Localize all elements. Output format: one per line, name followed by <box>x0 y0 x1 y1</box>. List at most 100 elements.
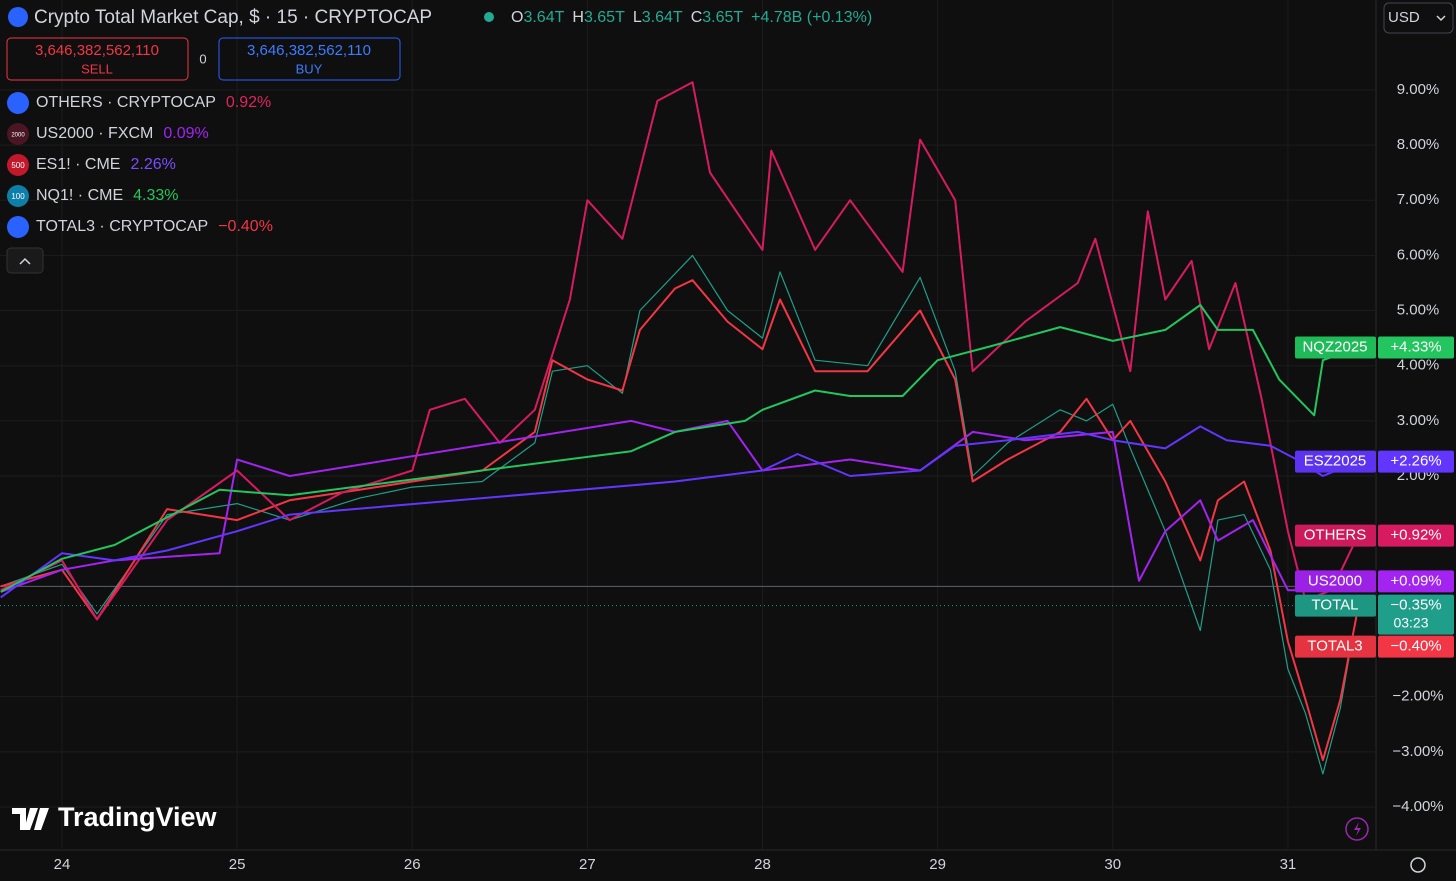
x-tick-label: 30 <box>1104 856 1121 873</box>
series-badge-name: NQZ2025 <box>1302 338 1367 355</box>
legend-icon <box>7 185 29 207</box>
legend-entry: US2000 · FXCM 0.09% <box>36 125 209 142</box>
x-tick-label: 27 <box>579 856 596 873</box>
legend-icon <box>7 154 29 176</box>
legend-symbol: ES1! · CME <box>36 156 120 173</box>
legend-icon <box>7 123 29 145</box>
series-badge-value <box>1378 594 1454 635</box>
legend-icon-text: 2000 <box>11 133 25 139</box>
ohlc-label: C <box>691 9 703 26</box>
currency[interactable]: USD <box>1388 9 1420 26</box>
series-badge-label: −0.40% <box>1390 638 1441 655</box>
y-tick-label: −4.00% <box>1392 798 1443 815</box>
series-badge-label: +4.33% <box>1390 338 1441 355</box>
ohlc-value: 3.64T <box>642 9 683 26</box>
series-badge-label: +0.92% <box>1390 527 1441 544</box>
overlay: Crypto Total Market Cap, $ · 15 · CRYPTO… <box>6 2 1454 873</box>
legend-icon <box>7 92 29 114</box>
spread: 0 <box>199 51 206 66</box>
ohlc-value: 3.65T <box>702 9 743 26</box>
legend-symbol: OTHERS · CRYPTOCAP <box>36 94 216 111</box>
series-badge-name: TOTAL <box>1312 597 1359 614</box>
countdown: 03:23 <box>1393 614 1428 630</box>
sell-label[interactable]: SELL <box>81 61 113 76</box>
buy-button[interactable] <box>218 37 401 81</box>
series-badge-label: +2.26% <box>1390 453 1441 470</box>
series-line <box>0 254 1359 775</box>
legend-icon-text: 100 <box>11 192 25 201</box>
series-badge-name-bg <box>1295 450 1376 473</box>
series-badge-name: TOTAL3 <box>1307 638 1362 655</box>
watermark-logo <box>12 808 49 830</box>
legend-entry: ES1! · CME 2.26% <box>36 156 176 173</box>
watermark: TradingView <box>58 802 218 832</box>
chart-title: Crypto Total Market Cap, $ · 15 · CRYPTO… <box>34 7 432 28</box>
y-tick-label: −2.00% <box>1392 688 1443 705</box>
ohlc-value: 3.64T <box>523 9 564 26</box>
y-tick-label: 5.00% <box>1397 302 1440 319</box>
collapse-button[interactable] <box>6 247 44 274</box>
ohlc: O3.64T H3.65T L3.64T C3.65T +4.78B (+0.13%) <box>511 9 872 26</box>
x-tick-label: 28 <box>754 856 771 873</box>
series-line <box>0 304 1359 593</box>
series-badge-value <box>1378 635 1454 658</box>
series-badge-name-bg <box>1295 336 1376 359</box>
alert-icon <box>1354 822 1361 836</box>
series-badge-value <box>1378 450 1454 473</box>
ohlc-value: 3.65T <box>584 9 625 26</box>
status-dot <box>484 12 494 22</box>
alert-button[interactable] <box>1345 817 1369 841</box>
legend-symbol: TOTAL3 · CRYPTOCAP <box>36 218 208 235</box>
series-badge-label: +0.09% <box>1390 572 1441 589</box>
y-tick-label: 3.00% <box>1397 412 1440 429</box>
ohlc-change: +4.78B (+0.13%) <box>751 9 872 26</box>
symbol-logo <box>8 7 28 27</box>
sell-button[interactable] <box>6 37 189 81</box>
legend-icon-text: 500 <box>11 161 25 170</box>
y-tick-label: −3.00% <box>1392 743 1443 760</box>
ohlc-label: L <box>633 9 642 26</box>
currency-button[interactable] <box>1383 2 1454 34</box>
series-badge-name: OTHERS <box>1304 527 1367 544</box>
series-line <box>0 425 1359 599</box>
x-tick-label: 25 <box>229 856 246 873</box>
series-badge-name: US2000 <box>1308 572 1362 589</box>
y-tick-label: 8.00% <box>1397 136 1440 153</box>
series-badge-label: −0.35% <box>1390 597 1441 614</box>
currency-chevron <box>1436 15 1446 22</box>
settings-button[interactable] <box>1410 857 1426 873</box>
x-tick-label: 31 <box>1280 856 1297 873</box>
series-badge-name-bg <box>1295 570 1376 593</box>
legend-symbol: US2000 · FXCM <box>36 125 153 142</box>
y-tick-label: 7.00% <box>1397 191 1440 208</box>
series-badge-name: ESZ2025 <box>1304 453 1367 470</box>
legend-icon <box>7 216 29 238</box>
legend-change: −0.40% <box>218 218 273 235</box>
series-line <box>0 279 1359 762</box>
legend-change: 0.09% <box>163 125 208 142</box>
legend-entry: NQ1! · CME 4.33% <box>36 187 179 204</box>
legend-entry: TOTAL3 · CRYPTOCAP −0.40% <box>36 218 273 235</box>
series-badge-value <box>1378 336 1454 359</box>
buy-label[interactable]: BUY <box>296 61 323 76</box>
legend-entry: OTHERS · CRYPTOCAP 0.92% <box>36 94 271 111</box>
series-badge-name-bg <box>1295 524 1376 547</box>
series-badge-value <box>1378 524 1454 547</box>
plot <box>0 81 1359 775</box>
y-tick-label: 4.00% <box>1397 357 1440 374</box>
buy-price[interactable]: 3,646,382,562,110 <box>247 42 371 59</box>
legend-change: 4.33% <box>133 187 178 204</box>
x-tick-label: 29 <box>929 856 946 873</box>
series-badge-name-bg <box>1295 635 1376 658</box>
ohlc-label: H <box>572 9 584 26</box>
series-badge-name-bg <box>1295 594 1376 617</box>
legend-change: 2.26% <box>130 156 175 173</box>
series-badge-value <box>1378 570 1454 593</box>
y-tick-label: 6.00% <box>1397 246 1440 263</box>
ohlc-label: O <box>511 9 523 26</box>
sell-price[interactable]: 3,646,382,562,110 <box>35 42 159 59</box>
legend-change: 0.92% <box>226 94 271 111</box>
grid <box>0 0 1376 850</box>
